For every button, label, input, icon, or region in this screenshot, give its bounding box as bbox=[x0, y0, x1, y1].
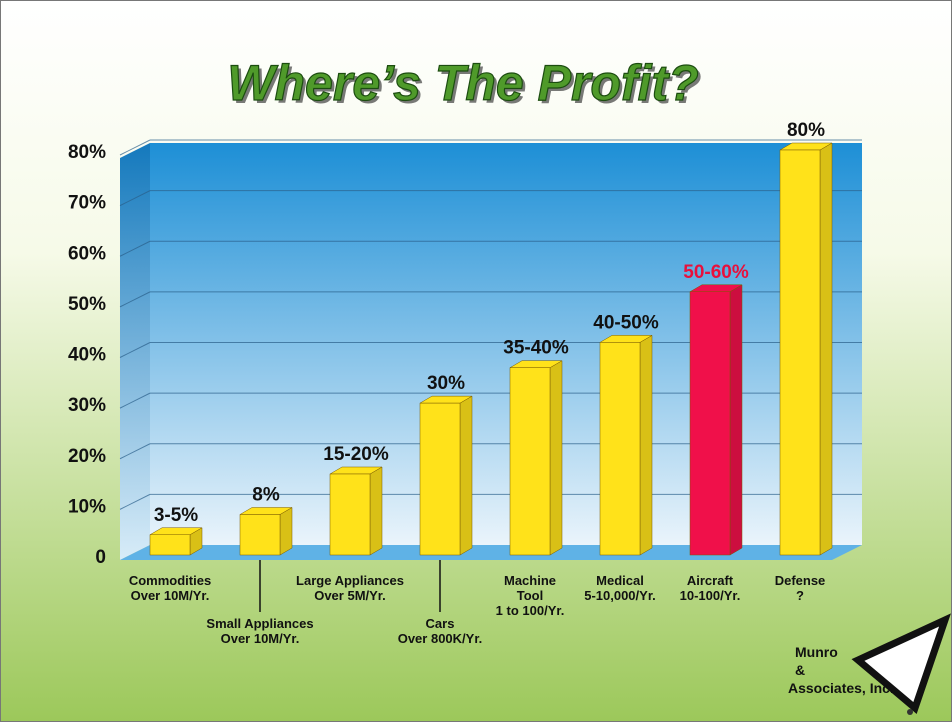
x-tick-label: Machine Tool 1 to 100/Yr. bbox=[496, 573, 565, 618]
x-tick-label: Large Appliances Over 5M/Yr. bbox=[296, 573, 404, 603]
bar bbox=[509, 367, 551, 556]
bar-side bbox=[549, 360, 563, 556]
title-shadow: Where’s The Profit? bbox=[230, 58, 701, 114]
logo-text: & bbox=[795, 662, 805, 678]
x-tick-label: Defense? bbox=[775, 573, 826, 603]
logo-text: Munro bbox=[795, 644, 838, 660]
bar-side bbox=[729, 284, 743, 556]
grid-line-side bbox=[119, 190, 151, 207]
bar-side bbox=[459, 395, 473, 556]
chart-title: Where’s The Profit? bbox=[227, 55, 698, 111]
bar bbox=[599, 342, 641, 556]
y-tick-label: 10% bbox=[68, 496, 106, 517]
grid-line-side bbox=[119, 342, 151, 358]
x-tick-label: Aircraft 10-100/Yr. bbox=[680, 573, 741, 603]
x-tick-label: Cars Over 800K/Yr. bbox=[398, 616, 483, 646]
y-tick-label: 40% bbox=[68, 345, 106, 366]
x-tick-label: Small Appliances Over 10M/Yr. bbox=[206, 616, 313, 646]
value-label: 40-50% bbox=[593, 312, 659, 333]
floor bbox=[120, 545, 862, 560]
value-label: 8% bbox=[252, 485, 280, 506]
value-label: 3-5% bbox=[154, 505, 198, 526]
grid-line-side bbox=[119, 291, 151, 308]
logo-triangle bbox=[851, 613, 951, 714]
x-tick-label: Commodities Over 10M/Yr. bbox=[129, 573, 211, 603]
y-tick-label: 30% bbox=[68, 395, 106, 416]
x-tick-label: Medical 5-10,000/Yr. bbox=[584, 573, 656, 603]
bar bbox=[329, 473, 371, 556]
value-label: 80% bbox=[787, 120, 825, 141]
back-wall bbox=[150, 143, 862, 545]
bar bbox=[149, 534, 191, 556]
bar-side bbox=[639, 334, 653, 556]
value-label: 35-40% bbox=[503, 338, 569, 359]
y-tick-label: 70% bbox=[68, 193, 106, 214]
value-label: 30% bbox=[427, 373, 465, 394]
grid-line-side bbox=[119, 443, 151, 460]
grid-line-side bbox=[119, 139, 151, 156]
grid-line-side bbox=[119, 240, 151, 257]
logo-dot bbox=[907, 709, 913, 715]
y-tick-label: 60% bbox=[68, 243, 106, 264]
value-label: 50-60% bbox=[683, 262, 749, 283]
bar bbox=[689, 291, 731, 556]
y-tick-label: 80% bbox=[68, 142, 106, 163]
side-wall bbox=[120, 143, 150, 560]
logo-text: Associates, Inc. bbox=[788, 680, 894, 696]
bar-side bbox=[369, 466, 383, 556]
grid-line-side bbox=[119, 493, 151, 510]
bar bbox=[779, 149, 821, 556]
bar-side bbox=[279, 507, 293, 556]
y-tick-label: 50% bbox=[68, 294, 106, 315]
bar bbox=[239, 514, 281, 556]
logo bbox=[851, 613, 951, 715]
y-tick-label: 0 bbox=[95, 547, 106, 568]
value-label: 15-20% bbox=[323, 444, 389, 465]
bar bbox=[419, 402, 461, 556]
bar-side bbox=[819, 142, 833, 556]
y-tick-label: 20% bbox=[68, 446, 106, 467]
grid-line-side bbox=[119, 392, 151, 409]
